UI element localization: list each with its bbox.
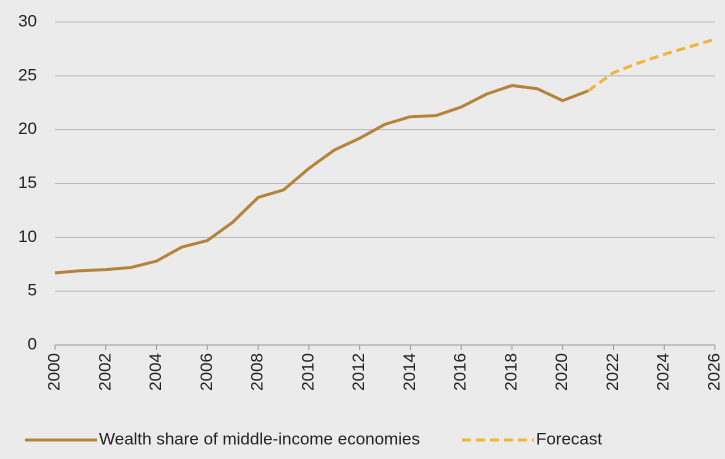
y-tick-label: 30 [18,11,37,30]
x-tick-label: 2012 [349,353,368,391]
y-tick-label: 0 [28,334,37,353]
legend-label: Forecast [536,429,602,448]
series-line [587,37,716,93]
x-tick-label: 2018 [501,353,520,391]
x-tick-label: 2020 [552,353,571,391]
y-tick-label: 10 [18,227,37,246]
y-tick-label: 20 [18,119,37,138]
x-tick-label: 2022 [603,353,622,391]
y-tick-label: 15 [18,173,37,192]
x-tick-label: 2010 [298,353,317,391]
x-tick-label: 2006 [197,353,216,391]
x-tick-label: 2000 [44,353,63,391]
x-tick-label: 2016 [451,353,470,391]
y-tick-label: 25 [18,65,37,84]
legend-label: Wealth share of middle-income economies [99,429,420,448]
series-line [54,84,589,275]
x-tick-label: 2002 [95,353,114,391]
x-tick-label: 2014 [400,353,419,391]
x-tick-label: 2026 [704,353,723,391]
y-tick-label: 5 [28,281,37,300]
x-tick-label: 2008 [248,353,267,391]
x-tick-label: 2024 [654,353,673,391]
x-tick-label: 2004 [146,353,165,391]
